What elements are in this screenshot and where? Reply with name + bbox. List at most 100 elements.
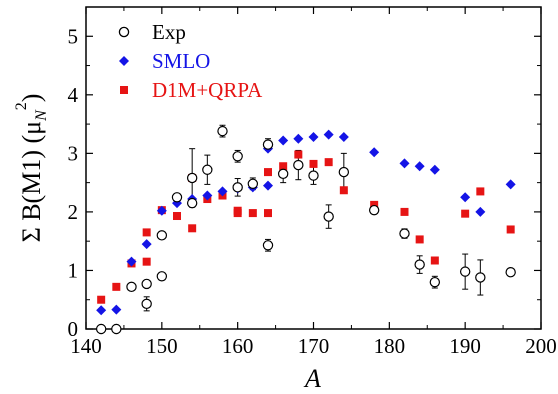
smlo-point bbox=[338, 131, 349, 142]
exp-point bbox=[232, 151, 243, 162]
d1m-qrpa-point bbox=[97, 295, 106, 304]
y-tick-label: 4 bbox=[68, 83, 79, 107]
exp-point bbox=[399, 228, 410, 239]
d1m-qrpa-point bbox=[112, 282, 121, 291]
exp-point bbox=[277, 168, 289, 180]
x-tick-label: 160 bbox=[222, 334, 254, 358]
d1m-qrpa-point bbox=[264, 209, 272, 218]
x-tick-label: 170 bbox=[298, 334, 330, 358]
d1m-qrpa-point bbox=[173, 212, 181, 221]
smlo-point bbox=[293, 133, 304, 144]
exp-point bbox=[111, 323, 122, 335]
exp-point bbox=[308, 170, 319, 181]
smlo-point bbox=[263, 180, 273, 191]
x-tick-label: 140 bbox=[70, 334, 102, 358]
x-tick-label: 150 bbox=[146, 334, 178, 358]
y-tick-label: 0 bbox=[68, 317, 79, 341]
exp-point bbox=[202, 164, 213, 175]
x-tick-label: 200 bbox=[525, 334, 557, 358]
exp-point bbox=[293, 159, 304, 171]
smlo-point bbox=[202, 190, 213, 201]
legend-exp-marker bbox=[118, 26, 130, 38]
d1m-qrpa-point bbox=[400, 207, 409, 216]
smlo-point bbox=[278, 135, 289, 146]
y-tick-label: 3 bbox=[68, 141, 79, 165]
exp-point bbox=[338, 166, 350, 178]
legend-smlo-marker bbox=[119, 56, 129, 66]
d1m-qrpa-point bbox=[339, 186, 348, 195]
exp-point bbox=[217, 125, 228, 137]
exp-point bbox=[171, 192, 183, 203]
y-axis-title-prefix: Σ B(M1) (μ bbox=[17, 121, 46, 243]
smlo-point bbox=[308, 131, 319, 142]
exp-point bbox=[414, 259, 425, 270]
d1m-qrpa-point bbox=[415, 235, 424, 244]
legend: Exp SMLO D1M+QRPA bbox=[118, 20, 263, 102]
y-axis-title-subscript: N bbox=[33, 109, 50, 122]
y-axis-title-superscript: 2 bbox=[13, 102, 30, 110]
smlo-point bbox=[323, 129, 334, 140]
y-tick-labels: 0 1 2 3 4 5 bbox=[68, 24, 79, 341]
smlo-point bbox=[217, 186, 228, 197]
d1m-qrpa-point bbox=[430, 256, 439, 265]
smlo-point bbox=[111, 304, 122, 315]
smlo-point bbox=[126, 256, 137, 267]
smlo-point bbox=[96, 305, 107, 316]
smlo-point bbox=[429, 164, 440, 175]
smlo-point bbox=[141, 239, 152, 250]
y-tick-label: 2 bbox=[68, 200, 79, 224]
y-tick-label: 1 bbox=[68, 258, 79, 282]
smlo-point bbox=[369, 147, 380, 158]
d1m-qrpa-point bbox=[142, 257, 151, 266]
d1m-qrpa-point bbox=[233, 209, 242, 218]
exp-point bbox=[156, 230, 168, 241]
y-tick-label: 5 bbox=[68, 24, 79, 48]
smlo-point bbox=[156, 205, 167, 216]
legend-d1m-qrpa-label: D1M+QRPA bbox=[152, 78, 263, 102]
y-axis-title: Σ B(M1) (μN2) bbox=[13, 94, 50, 243]
data-markers bbox=[95, 125, 516, 335]
d1m-qrpa-point bbox=[506, 225, 515, 234]
exp-point bbox=[95, 323, 107, 335]
d1m-qrpa-point bbox=[370, 200, 379, 209]
smlo-point bbox=[475, 206, 486, 217]
exp-point bbox=[368, 204, 380, 216]
d1m-qrpa-point bbox=[476, 187, 485, 196]
exp-point bbox=[247, 178, 259, 190]
x-axis-title: A bbox=[303, 364, 321, 393]
exp-point bbox=[262, 139, 274, 150]
exp-point bbox=[323, 211, 334, 222]
exp-point bbox=[505, 267, 516, 278]
d1m-qrpa-point bbox=[264, 168, 272, 177]
exp-point bbox=[475, 272, 486, 283]
exp-point bbox=[156, 271, 168, 282]
exp-point bbox=[459, 266, 471, 277]
exp-point bbox=[186, 172, 198, 184]
d1m-qrpa-point bbox=[248, 209, 257, 218]
d1m-qrpa-point bbox=[324, 158, 333, 167]
d1m-qrpa-point bbox=[309, 159, 318, 168]
d1m-qrpa-point bbox=[142, 228, 151, 237]
d1m-qrpa-point bbox=[294, 150, 303, 159]
smlo-point bbox=[505, 179, 516, 190]
y-axis-title-suffix: ) bbox=[17, 94, 46, 103]
d1m-qrpa-point bbox=[461, 209, 470, 218]
exp-point bbox=[262, 240, 274, 251]
smlo-point bbox=[460, 192, 471, 203]
legend-d1m-qrpa-marker bbox=[120, 86, 128, 94]
x-tick-label: 180 bbox=[374, 334, 406, 358]
x-tick-labels: 140 150 160 170 180 190 200 bbox=[70, 334, 557, 358]
exp-point bbox=[186, 197, 198, 209]
exp-point bbox=[126, 281, 137, 293]
exp-point bbox=[429, 276, 441, 288]
exp-point bbox=[141, 278, 152, 290]
axis-ticks bbox=[85, 6, 542, 330]
exp-point bbox=[232, 182, 243, 193]
smlo-point bbox=[414, 161, 425, 172]
legend-exp-label: Exp bbox=[152, 20, 186, 44]
smlo-point bbox=[399, 158, 410, 169]
d1m-qrpa-point bbox=[188, 224, 197, 233]
exp-point bbox=[141, 298, 152, 310]
legend-smlo-label: SMLO bbox=[152, 49, 210, 73]
